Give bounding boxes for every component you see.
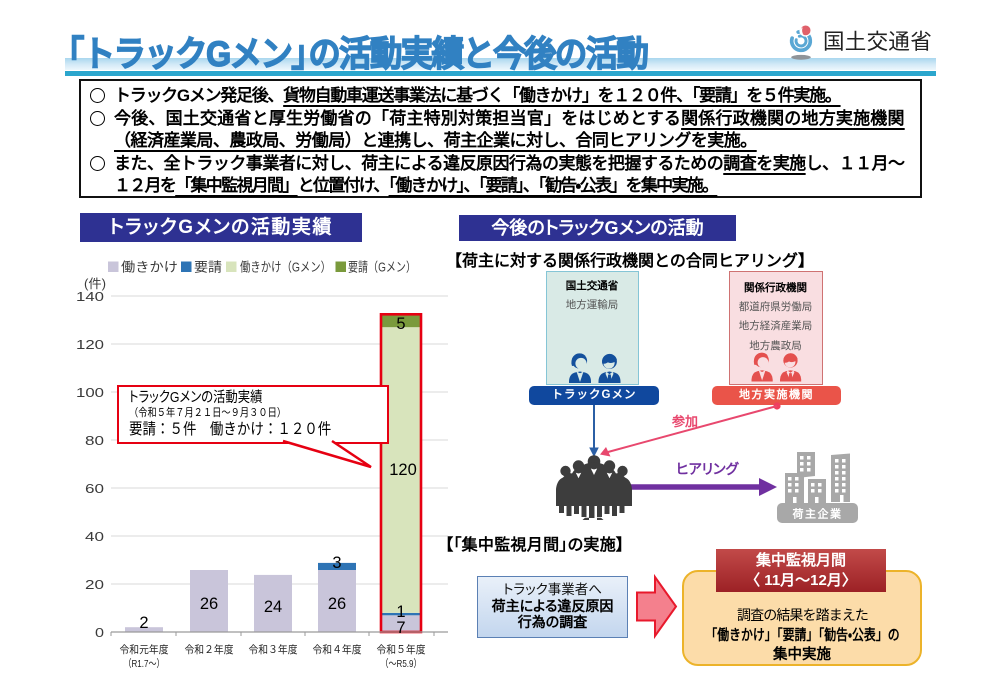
svg-text:2: 2 (139, 614, 148, 632)
svg-text:5: 5 (396, 315, 405, 333)
svg-text:26: 26 (200, 595, 218, 613)
svg-text:24: 24 (264, 598, 282, 616)
svg-text:令和元年度: 令和元年度 (120, 643, 169, 656)
svg-text:140: 140 (76, 289, 104, 304)
svg-text:3: 3 (332, 554, 341, 572)
svg-text:80: 80 (85, 433, 104, 448)
svg-text:0: 0 (95, 625, 104, 640)
svg-text:(件): (件) (84, 277, 106, 291)
svg-text:20: 20 (85, 577, 104, 592)
svg-text:26: 26 (328, 595, 346, 613)
svg-text:1: 1 (396, 603, 405, 621)
svg-text:要請（Gメン）: 要請（Gメン） (348, 260, 416, 275)
svg-text:60: 60 (85, 481, 104, 496)
svg-text:働きかけ: 働きかけ (121, 260, 178, 275)
svg-text:令和３年度: 令和３年度 (249, 643, 298, 656)
svg-text:働きかけ（Gメン）: 働きかけ（Gメン） (240, 260, 331, 275)
svg-text:7: 7 (396, 619, 405, 637)
svg-text:要請: 要請 (194, 260, 222, 275)
svg-text:100: 100 (76, 385, 104, 400)
svg-text:令和５年度: 令和５年度 (377, 643, 426, 656)
svg-text:120: 120 (76, 337, 104, 352)
svg-text:（～R5.9）: （～R5.9） (381, 658, 422, 670)
svg-text:令和２年度: 令和２年度 (185, 643, 234, 656)
svg-text:（R1.7～）: （R1.7～） (124, 658, 165, 670)
svg-text:120: 120 (389, 461, 417, 479)
svg-text:40: 40 (85, 529, 104, 544)
svg-text:令和４年度: 令和４年度 (313, 643, 362, 656)
